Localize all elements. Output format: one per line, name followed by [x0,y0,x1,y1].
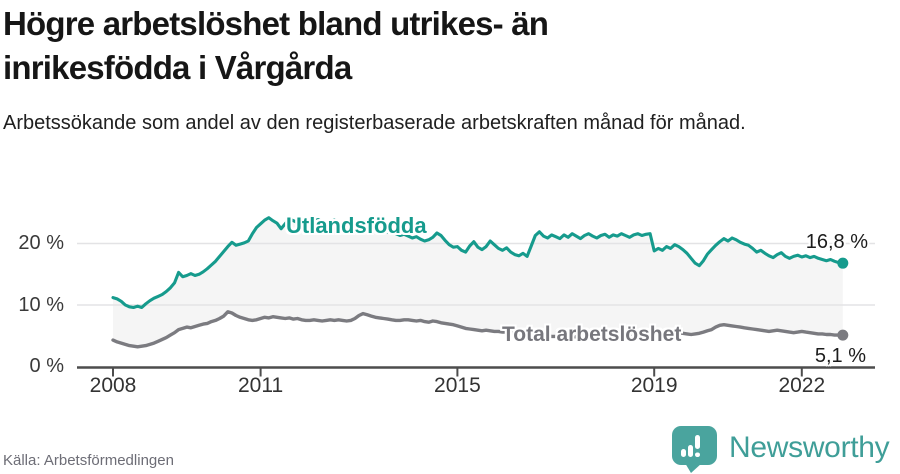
end-value-total: 5,1 % [814,345,866,367]
x-tick-label-2008: 2008 [89,374,137,397]
y-tick-label-10: 10 % [18,294,64,316]
page-title-line1: Högre arbetslöshet bland utrikes- än [3,5,549,42]
y-tick-label-20: 20 % [18,232,64,254]
x-tick-label-2019: 2019 [630,374,678,397]
x-tick-label-2011: 2011 [238,374,284,397]
end-value-utlandsfodda: 16,8 % [805,231,868,253]
series-label-total: Total arbetslöshet [502,323,682,346]
end-dot-total [837,329,849,341]
line-utlandsfodda [111,216,845,310]
page-title-line2: inrikesfödda i Vårgårda [3,49,352,86]
newsworthy-logo[interactable]: Newsworthy [670,423,890,473]
brand-name: Newsworthy [729,431,890,464]
x-tick-label-2015: 2015 [434,374,481,397]
end-dot-utlandsfodda [837,257,849,269]
series-label-utlandsfodda: Utlandsfödda [286,213,427,238]
y-tick-label-0: 0 % [29,355,64,377]
page-title: Högre arbetslöshet bland utrikes- än inr… [3,2,823,90]
page-subtitle: Arbetssökande som andel av den registerb… [3,112,746,134]
line-total [111,310,845,349]
x-tick-label-2022: 2022 [778,374,826,397]
newsworthy-bubble-icon [672,426,717,473]
source-note: Källa: Arbetsförmedlingen [3,452,174,469]
